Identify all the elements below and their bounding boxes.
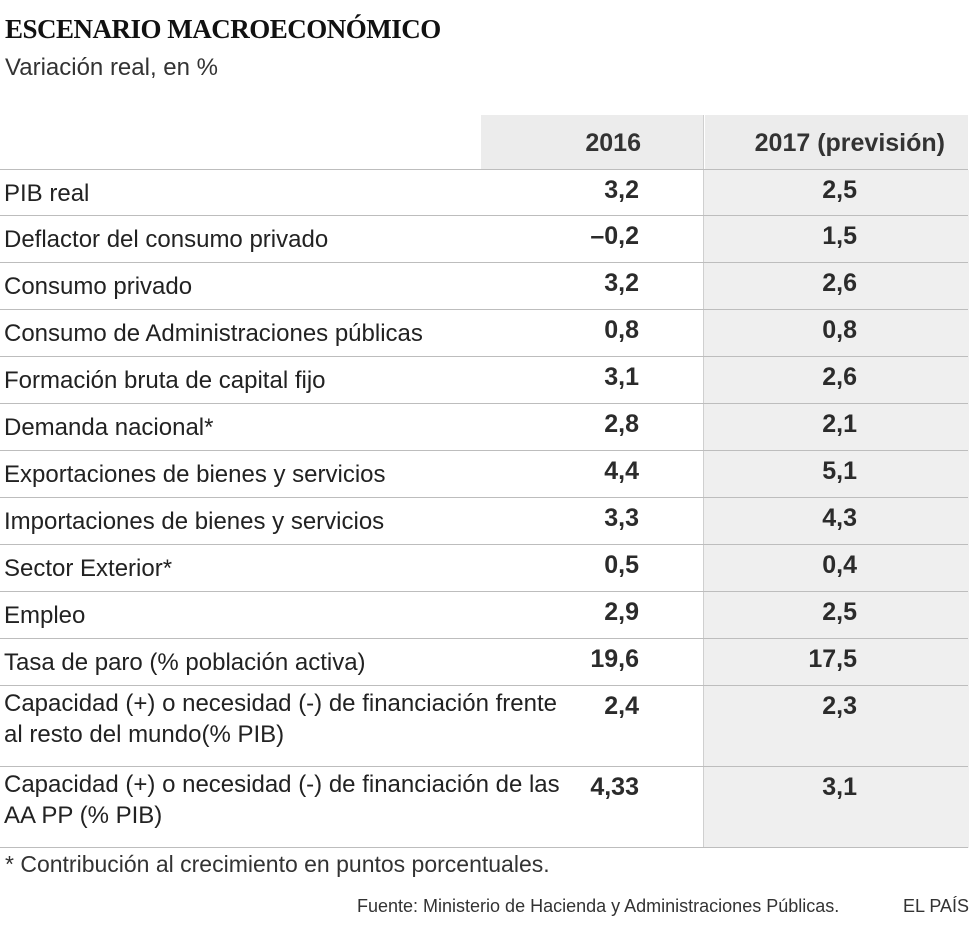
value-2016: 3,3	[604, 504, 639, 532]
row-label: Capacidad (+) o necesidad (-) de financi…	[4, 771, 560, 829]
value-2017: 3,1	[822, 773, 857, 801]
value-2017: 0,8	[822, 316, 857, 344]
value-2016: 3,1	[604, 363, 639, 391]
value-2016: 0,8	[604, 316, 639, 344]
value-2016: 3,2	[604, 269, 639, 297]
value-2017: 5,1	[822, 457, 857, 485]
value-2017: 2,6	[822, 363, 857, 391]
table-row: Deflactor del consumo privado –0,2 1,5	[0, 216, 968, 263]
row-label: Demanda nacional*	[4, 414, 214, 441]
table-body: PIB real 3,2 2,5 Deflactor del consumo priv…	[0, 170, 969, 848]
row-label: Sector Exterior*	[4, 555, 173, 582]
table-row: Importaciones de bienes y servicios 3,3 4,…	[0, 498, 968, 545]
row-label: Capacidad (+) o necesidad (-) de financi…	[4, 690, 557, 748]
subtitle: Variación real, en %	[5, 54, 218, 81]
table-row: Tasa de paro (% población activa) 19,6 17,…	[0, 639, 968, 686]
value-2017: 2,5	[822, 176, 857, 204]
table-row: Demanda nacional* 2,8 2,1	[0, 404, 968, 451]
value-2016: 4,4	[604, 457, 639, 485]
table-row: Consumo de Administraciones públicas 0,8 0…	[0, 310, 968, 357]
value-2016: 4,33	[590, 773, 639, 801]
row-label: Tasa de paro (% población activa)	[4, 649, 366, 676]
value-2016: 3,2	[604, 176, 639, 204]
header-2017: 2017 (previsión)	[754, 129, 945, 157]
value-2016: 2,9	[604, 598, 639, 626]
table-row: Capacidad (+) o necesidad (-) de financi…	[0, 767, 968, 848]
table-row: Empleo 2,9 2,5	[0, 592, 968, 639]
value-2016: 2,4	[604, 692, 639, 720]
table-row: Exportaciones de bienes y servicios 4,4 5,…	[0, 451, 968, 498]
row-label: Formación bruta de capital fijo	[4, 367, 326, 394]
header-2016: 2016	[585, 129, 641, 157]
value-2017: 4,3	[822, 504, 857, 532]
row-label: Empleo	[4, 602, 86, 629]
brand-logo: EL PAÍS	[903, 896, 970, 916]
value-2016: 0,5	[604, 551, 639, 579]
table-row: PIB real 3,2 2,5	[0, 170, 968, 216]
value-2017: 2,1	[822, 410, 857, 438]
value-2016: 2,8	[604, 410, 639, 438]
row-label: Importaciones de bienes y servicios	[4, 508, 385, 535]
value-2017: 0,4	[822, 551, 857, 579]
table-row: Sector Exterior* 0,5 0,4	[0, 545, 968, 592]
value-2016: –0,2	[590, 222, 639, 250]
value-2017: 2,5	[822, 598, 857, 626]
footnote: * Contribución al crecimiento en puntos …	[5, 851, 550, 877]
table-row: Formación bruta de capital fijo 3,1 2,6	[0, 357, 968, 404]
source-note: Fuente: Ministerio de Hacienda y Adminis…	[357, 896, 840, 916]
value-2017: 17,5	[808, 645, 857, 673]
page-title: ESCENARIO MACROECONÓMICO	[5, 14, 441, 44]
value-2017: 1,5	[822, 222, 857, 250]
value-2016: 19,6	[590, 645, 639, 673]
table-row: Consumo privado 3,2 2,6	[0, 263, 968, 310]
row-label: Deflactor del consumo privado	[4, 226, 329, 253]
table-header: 2016 2017 (previsión)	[0, 115, 968, 170]
row-label: Consumo privado	[4, 273, 193, 300]
row-label: PIB real	[4, 180, 90, 207]
row-label: Exportaciones de bienes y servicios	[4, 461, 386, 488]
data-table: 2016 2017 (previsión) PIB real 3,2 2,5 Defl…	[0, 115, 969, 848]
table-row: Capacidad (+) o necesidad (-) de financi…	[0, 686, 968, 767]
value-2017: 2,3	[822, 692, 857, 720]
row-label: Consumo de Administraciones públicas	[4, 320, 423, 347]
value-2017: 2,6	[822, 269, 857, 297]
